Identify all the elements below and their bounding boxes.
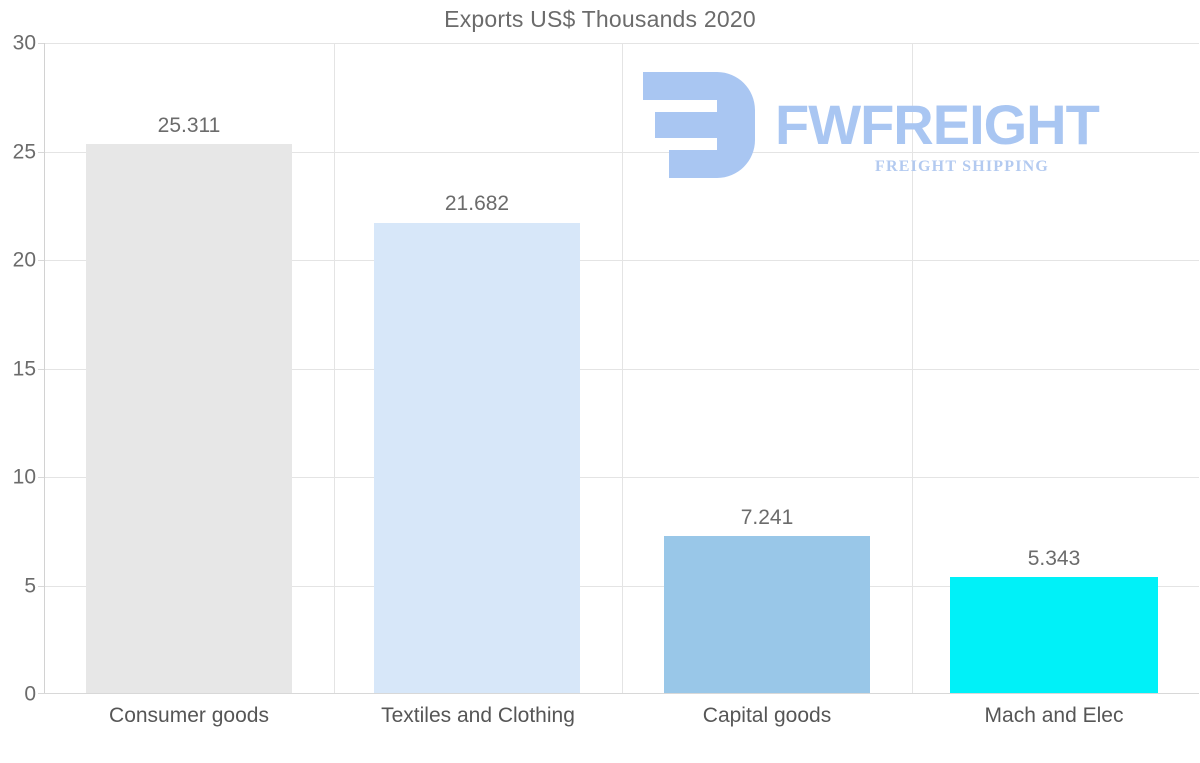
x-axis-line <box>44 693 1199 694</box>
x-tick-label-capital-goods: Capital goods <box>702 704 832 727</box>
bar-consumer-goods[interactable] <box>86 143 292 693</box>
bar-mach-and-elec[interactable] <box>950 577 1158 693</box>
bar-value-consumer-goods: 25.311 <box>157 114 221 137</box>
gridline-25 <box>44 151 1199 153</box>
y-tick-mark-25 <box>38 151 44 153</box>
gridline-5 <box>44 585 1199 587</box>
bar-textiles-and-clothing[interactable] <box>374 222 580 693</box>
gridline-30 <box>44 43 1199 44</box>
bar-value-mach-and-elec: 5.343 <box>1027 547 1081 570</box>
x-axis: Consumer goods Textiles and Clothing Cap… <box>44 702 1199 742</box>
x-tick-label-mach-and-elec: Mach and Elec <box>984 704 1124 727</box>
y-tick-mark-30 <box>38 43 44 44</box>
y-tick-label-20: 20 <box>12 248 36 272</box>
y-axis-line <box>44 43 45 694</box>
y-tick-label-5: 5 <box>24 574 36 597</box>
y-tick-label-0: 0 <box>24 682 36 706</box>
y-tick-label-30: 30 <box>12 31 36 55</box>
x-tick-label-consumer-goods: Consumer goods <box>109 704 269 727</box>
y-tick-mark-15 <box>38 368 44 370</box>
gridline-15 <box>44 368 1199 370</box>
y-tick-mark-5 <box>38 585 44 587</box>
y-tick-label-10: 10 <box>12 465 36 489</box>
gridline-10 <box>44 477 1199 478</box>
y-tick-mark-10 <box>38 477 44 478</box>
gridline-vertical-2b <box>622 43 623 694</box>
y-tick-mark-20 <box>38 260 44 261</box>
gridline-vertical-3 <box>912 43 913 694</box>
chart-title: Exports US$ Thousands 2020 <box>444 6 756 32</box>
bar-value-capital-goods: 7.241 <box>740 506 794 529</box>
x-tick-label-textiles-and-clothing: Textiles and Clothing <box>381 704 575 727</box>
y-axis: 0 5 10 15 20 25 30 <box>0 33 36 705</box>
bar-capital-goods[interactable] <box>664 535 870 693</box>
plot-area: 25.311 21.682 7.241 5.343 <box>38 43 1199 694</box>
gridline-vertical-1 <box>334 43 335 694</box>
y-tick-mark-0 <box>38 693 44 694</box>
gridline-20 <box>44 260 1199 261</box>
y-tick-label-25: 25 <box>12 140 36 163</box>
y-tick-label-15: 15 <box>12 357 36 380</box>
bar-value-textiles-and-clothing: 21.682 <box>444 192 510 215</box>
